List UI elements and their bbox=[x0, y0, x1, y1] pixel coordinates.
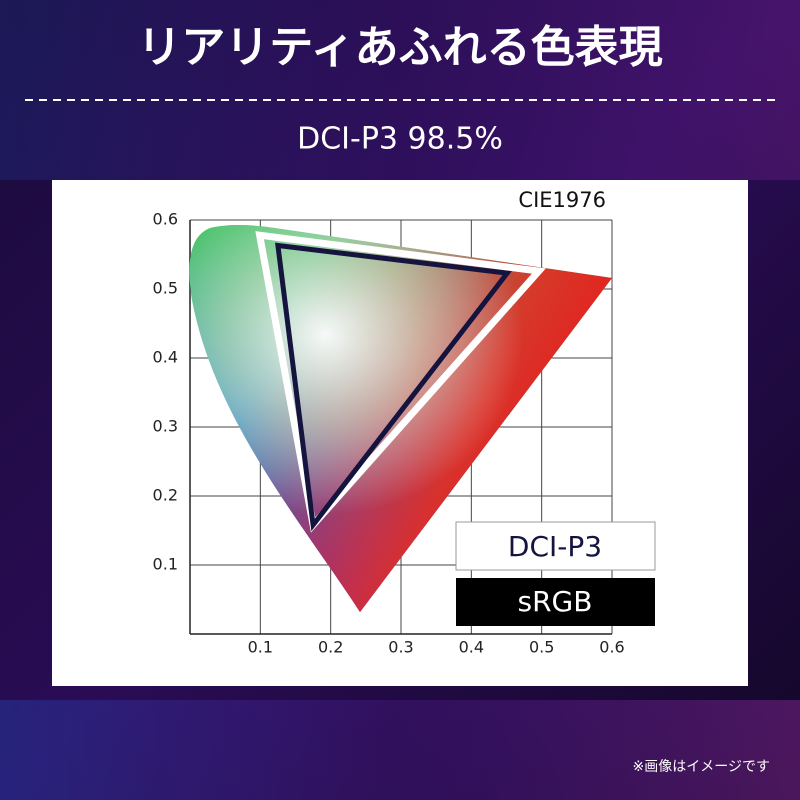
x-tick-label: 0.2 bbox=[318, 638, 343, 657]
subtitle: DCI-P3 98.5% bbox=[297, 122, 503, 157]
x-tick-label: 0.5 bbox=[529, 638, 554, 657]
legend-label: sRGB bbox=[518, 585, 593, 618]
y-tick-label: 0.2 bbox=[153, 486, 178, 505]
y-tick-label: 0.4 bbox=[153, 348, 178, 367]
y-tick-label: 0.1 bbox=[153, 555, 178, 574]
y-tick-label: 0.3 bbox=[153, 417, 178, 436]
legend-box bbox=[455, 521, 656, 571]
note: ※画像はイメージです bbox=[633, 759, 770, 775]
chart-title: CIE1976 bbox=[518, 188, 606, 212]
x-tick-label: 0.4 bbox=[459, 638, 484, 657]
background-glow bbox=[0, 0, 800, 180]
gamut-triangle bbox=[255, 231, 546, 533]
x-tick-label: 0.1 bbox=[248, 638, 273, 657]
background-glow bbox=[0, 700, 800, 800]
y-tick-label: 0.5 bbox=[153, 279, 178, 298]
legend-box bbox=[456, 578, 655, 626]
legend-label: DCI-P3 bbox=[508, 530, 602, 563]
gamut-triangle bbox=[275, 242, 512, 532]
x-tick-label: 0.6 bbox=[599, 638, 624, 657]
title: リアリティあふれる色表現 bbox=[137, 22, 662, 73]
plot bbox=[255, 231, 546, 533]
y-tick-label: 0.6 bbox=[153, 210, 178, 229]
x-tick-label: 0.3 bbox=[388, 638, 413, 657]
